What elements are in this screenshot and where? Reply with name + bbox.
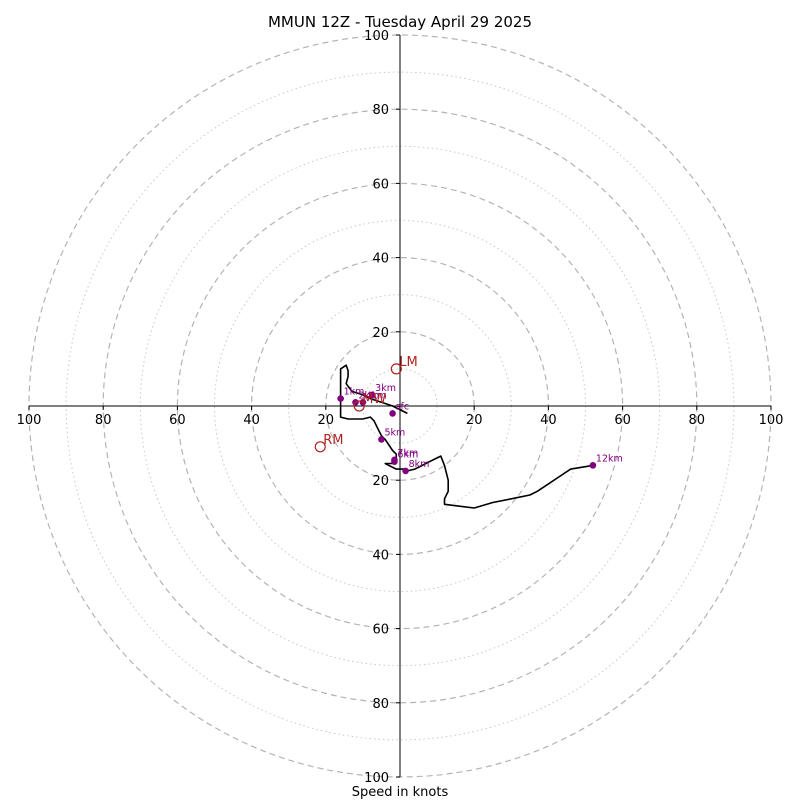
level-label-3km: 3km bbox=[375, 383, 396, 394]
storm-motion-marker-rm bbox=[314, 441, 326, 453]
level-label-sfc: sfc bbox=[396, 401, 410, 412]
y-tick-label: 20 bbox=[372, 474, 389, 489]
x-tick-label: 100 bbox=[759, 413, 784, 428]
y-tick-label: 60 bbox=[372, 177, 389, 192]
y-tick-label: 80 bbox=[372, 697, 389, 712]
level-marker-5km bbox=[378, 436, 385, 443]
y-tick-label: 20 bbox=[372, 326, 389, 341]
level-label-7km: 7km bbox=[397, 448, 418, 459]
y-tick-label: 80 bbox=[372, 103, 389, 118]
storm-motion-label-lm: LM bbox=[399, 355, 417, 370]
x-tick-label: 20 bbox=[466, 413, 483, 428]
y-tick-label: 60 bbox=[372, 623, 389, 638]
level-label-4km: 4km bbox=[366, 390, 387, 401]
x-tick-label: 40 bbox=[540, 413, 557, 428]
hodograph-axes bbox=[29, 35, 771, 777]
level-label-5km: 5km bbox=[384, 427, 405, 438]
storm-motion-label-mw: MW bbox=[362, 392, 386, 407]
x-tick-label: 80 bbox=[95, 413, 112, 428]
y-tick-label: 100 bbox=[364, 771, 389, 786]
level-label-12km: 12km bbox=[596, 453, 623, 464]
level-marker-sfc bbox=[389, 410, 396, 417]
level-marker-12km bbox=[589, 462, 597, 469]
x-tick-label: 20 bbox=[318, 413, 335, 428]
y-tick-label: 100 bbox=[364, 29, 389, 44]
level-label-8km: 8km bbox=[409, 459, 430, 470]
x-tick-label: 80 bbox=[689, 413, 706, 428]
storm-motion-marker-lm bbox=[390, 363, 402, 375]
chart-title: MMUN 12Z - Tuesday April 29 2025 bbox=[268, 13, 532, 31]
storm-motion-marker-mw bbox=[353, 400, 365, 412]
y-tick-label: 40 bbox=[372, 548, 389, 563]
y-tick-label: 40 bbox=[372, 252, 389, 267]
storm-motions: LM RM MW bbox=[314, 355, 418, 453]
x-tick-label: 40 bbox=[243, 413, 260, 428]
level-marker-8km bbox=[402, 467, 409, 475]
level-label-1km: 1km bbox=[344, 387, 365, 398]
storm-motion-label-rm: RM bbox=[323, 433, 343, 448]
tick-labels: 100 80 60 40 20 20 40 60 80 100 100 80 60 40 20 20 40 60 8… bbox=[17, 29, 784, 786]
level-label-6km: 6km bbox=[397, 450, 418, 461]
x-axis-label: Speed in knots bbox=[352, 785, 449, 800]
level-label-2km: 2km bbox=[358, 390, 379, 401]
x-tick-label: 100 bbox=[17, 413, 42, 428]
level-marker-1km bbox=[337, 395, 344, 402]
x-tick-label: 60 bbox=[169, 413, 186, 428]
level-marker-7km bbox=[391, 456, 398, 464]
level-marker-3km bbox=[368, 391, 376, 399]
x-tick-label: 60 bbox=[614, 413, 631, 428]
